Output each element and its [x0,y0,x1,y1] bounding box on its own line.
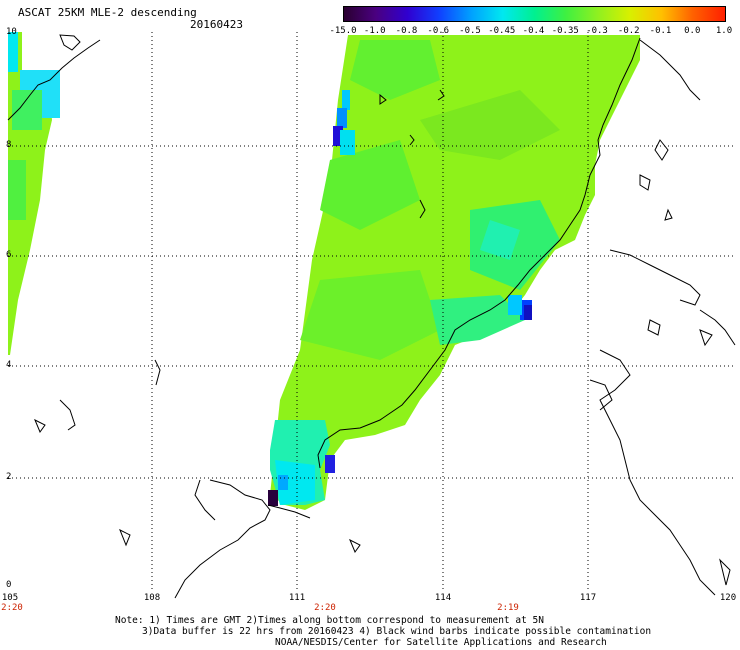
time-label: 2:20 [314,603,336,613]
time-label: 2:20 [1,603,23,613]
swath-left [8,32,60,355]
y-tick-label: 0 [6,580,12,590]
y-tick-label: 2 [6,472,12,482]
x-tick-label: 108 [143,593,161,603]
coastlines [7,34,736,599]
note-line-3: NOAA/NESDIS/Center for Satellite Applica… [275,637,607,648]
y-tick-label: 6 [6,250,12,260]
colorbar-tick-label: -0.3 [586,26,608,36]
colorbar-tick-label: -0.6 [427,26,450,36]
swath-main [268,35,640,510]
colorbar-tick-label: -0.2 [617,26,640,36]
footer-notes: Note: 1) Times are GMT 2)Times along bot… [115,615,651,648]
map-title: ASCAT 25KM MLE-2 descending [18,6,197,19]
x-tick-label: 105 [1,593,19,603]
colorbar-tick-label: -15.0 [329,26,357,36]
map-date: 20160423 [190,18,243,31]
colorbar-tick-label: -0.1 [649,26,672,36]
colorbar [343,6,726,22]
y-tick-label: 4 [6,360,12,370]
colorbar-tick-label: -0.8 [395,26,418,36]
note-line-1: Note: 1) Times are GMT 2)Times along bot… [115,615,544,626]
y-tick-label: 8 [6,140,12,150]
note-line-2: 3)Data buffer is 22 hrs from 20160423 4)… [142,626,652,637]
colorbar-tick-label: -0.45 [488,26,516,36]
x-tick-label: 114 [434,593,452,603]
colorbar-tick-label: 0.0 [684,26,701,36]
colorbar-tick-label: -0.35 [551,26,579,36]
x-tick-label: 117 [579,593,597,603]
y-tick-label: 10 [6,27,17,37]
colorbar-labels: -15.0 -1.0 -0.8 -0.6 -0.5 -0.45 -0.4 -0.35 -0.3-… [0,26,740,38]
time-label: 2:19 [497,603,519,613]
colorbar-tick-label: -1.0 [363,26,386,36]
x-tick-label: 120 [719,593,737,603]
gridlines [8,32,735,590]
colorbar-tick-label: -0.4 [522,26,545,36]
colorbar-tick-label: 1.0 [715,26,733,36]
colorbar-tick-label: -0.5 [459,26,481,36]
x-tick-label: 111 [288,593,306,603]
